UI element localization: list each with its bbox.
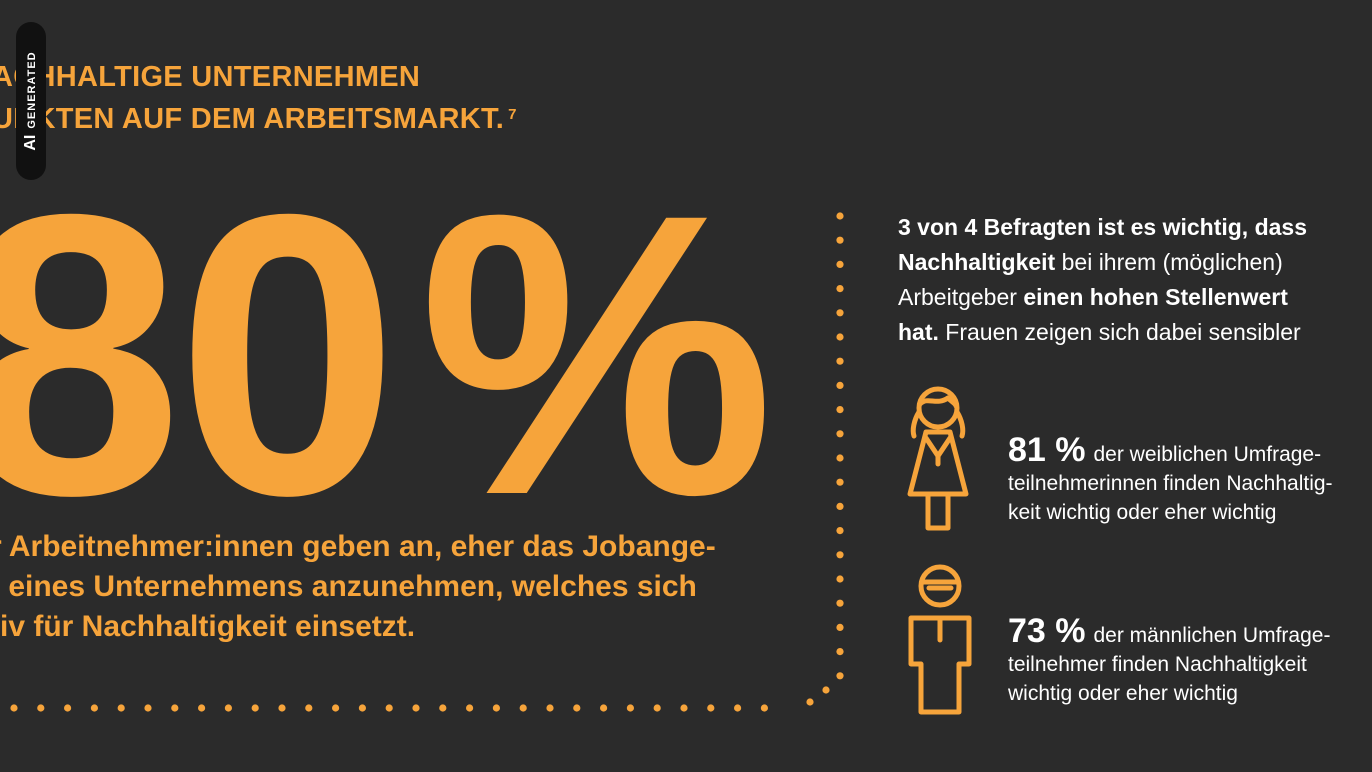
divider-dot bbox=[546, 704, 554, 712]
divider-dot bbox=[836, 478, 844, 486]
headline-line-1: ACHHALTIGE UNTERNEHMEN bbox=[0, 61, 421, 93]
female-stat-value: 81 % bbox=[1008, 431, 1086, 469]
divider-dot bbox=[836, 502, 844, 510]
divider-dot bbox=[836, 236, 844, 244]
ai-generated-badge: AIGENERATED bbox=[16, 22, 46, 180]
divider-dot bbox=[836, 381, 844, 389]
summary-line-2: bei ihrem (möglichen) bbox=[1055, 249, 1283, 275]
divider-dot bbox=[836, 285, 844, 293]
divider-dot bbox=[707, 704, 715, 712]
divider-dot bbox=[90, 704, 98, 712]
divider-dot bbox=[822, 686, 830, 694]
male-person-icon bbox=[908, 564, 972, 715]
divider-dot bbox=[734, 704, 742, 712]
divider-dot bbox=[37, 704, 45, 712]
divider-dot bbox=[836, 406, 844, 414]
divider-dot bbox=[836, 333, 844, 341]
headline: ACHHALTIGE UNTERNEHMEN UNKTEN AUF DEM AR… bbox=[0, 56, 517, 140]
divider-dot bbox=[439, 704, 447, 712]
divider-dot bbox=[466, 704, 474, 712]
divider-dot bbox=[836, 648, 844, 656]
stat-description-line-1: r Arbeitnehmer:innen geben an, eher das … bbox=[0, 530, 716, 563]
divider-dot bbox=[836, 260, 844, 268]
female-person-icon bbox=[907, 386, 969, 531]
divider-dot bbox=[680, 704, 688, 712]
headline-footnote: 7 bbox=[508, 106, 517, 123]
divider-dot bbox=[836, 672, 844, 680]
male-stat-line-1: der männlichen Umfrage- bbox=[1093, 624, 1331, 647]
divider-dot bbox=[305, 704, 313, 712]
divider-dot bbox=[836, 575, 844, 583]
summary-line-1: 3 von 4 Befragten ist es wichtig, dass bbox=[898, 214, 1308, 240]
divider-dot bbox=[836, 551, 844, 559]
divider-dot bbox=[626, 704, 635, 712]
stat-description-line-3: tiv für Nachhaltigkeit einsetzt. bbox=[0, 610, 416, 643]
divider-dot bbox=[836, 309, 844, 317]
divider-dot bbox=[836, 454, 844, 462]
divider-dot bbox=[653, 704, 661, 712]
divider-dot bbox=[836, 430, 844, 438]
divider-dot bbox=[519, 704, 527, 712]
divider-dot bbox=[492, 704, 500, 712]
summary-line-4-bold: hat. bbox=[898, 319, 939, 345]
big-stat-number: 80 bbox=[0, 131, 399, 578]
divider-dot bbox=[332, 704, 340, 712]
divider-dot bbox=[385, 704, 393, 712]
male-stat-line-3: wichtig oder eher wichtig bbox=[1008, 682, 1238, 705]
divider-dot bbox=[836, 599, 844, 607]
female-stat: 81 % der weiblichen Umfrage- teilnehmerin… bbox=[1008, 433, 1333, 527]
big-stat: 80% bbox=[0, 155, 775, 555]
divider-dot bbox=[117, 704, 125, 712]
divider-dot bbox=[144, 704, 152, 712]
divider-dot bbox=[760, 704, 769, 712]
divider-dot bbox=[806, 698, 814, 706]
female-stat-line-1: der weiblichen Umfrage- bbox=[1093, 443, 1322, 466]
divider-dot bbox=[171, 704, 179, 712]
divider-dot bbox=[358, 704, 366, 712]
summary-line-3: Arbeitgeber bbox=[898, 284, 1024, 310]
summary-line-4: Frauen zeigen sich dabei sensibler bbox=[938, 319, 1301, 345]
divider-dot bbox=[836, 212, 844, 220]
divider-dot bbox=[224, 704, 232, 712]
female-stat-line-3: keit wichtig oder eher wichtig bbox=[1008, 501, 1277, 524]
big-stat-percent: % bbox=[418, 131, 775, 578]
headline-line-2: UNKTEN AUF DEM ARBEITSMARKT. bbox=[0, 103, 505, 135]
divider-dot bbox=[600, 704, 608, 712]
summary-line-2-bold: Nachhaltigkeit bbox=[898, 249, 1056, 275]
divider-dot bbox=[412, 704, 420, 712]
divider-dot bbox=[64, 704, 72, 712]
survey-summary: 3 von 4 Befragten ist es wichtig, dass N… bbox=[898, 210, 1307, 350]
divider-dot bbox=[836, 527, 844, 535]
divider-dot bbox=[198, 704, 206, 712]
summary-line-3-bold: einen hohen Stellenwert bbox=[1023, 284, 1288, 310]
male-stat-value: 73 % bbox=[1008, 612, 1086, 650]
divider-dot bbox=[10, 704, 18, 712]
male-stat: 73 % der männlichen Umfrage- teilnehmer f… bbox=[1008, 614, 1331, 708]
divider-dot bbox=[251, 704, 259, 712]
stat-description-line-2: t eines Unternehmens anzunehmen, welches… bbox=[0, 570, 697, 603]
female-stat-line-2: teilnehmerinnen finden Nachhaltig- bbox=[1008, 472, 1333, 495]
divider-dot bbox=[278, 704, 286, 712]
divider-dot bbox=[836, 623, 844, 632]
divider-dot bbox=[836, 357, 844, 365]
divider-dot bbox=[573, 704, 581, 712]
stat-description: r Arbeitnehmer:innen geben an, eher das … bbox=[0, 527, 716, 647]
male-stat-line-2: teilnehmer finden Nachhaltigkeit bbox=[1008, 653, 1307, 676]
